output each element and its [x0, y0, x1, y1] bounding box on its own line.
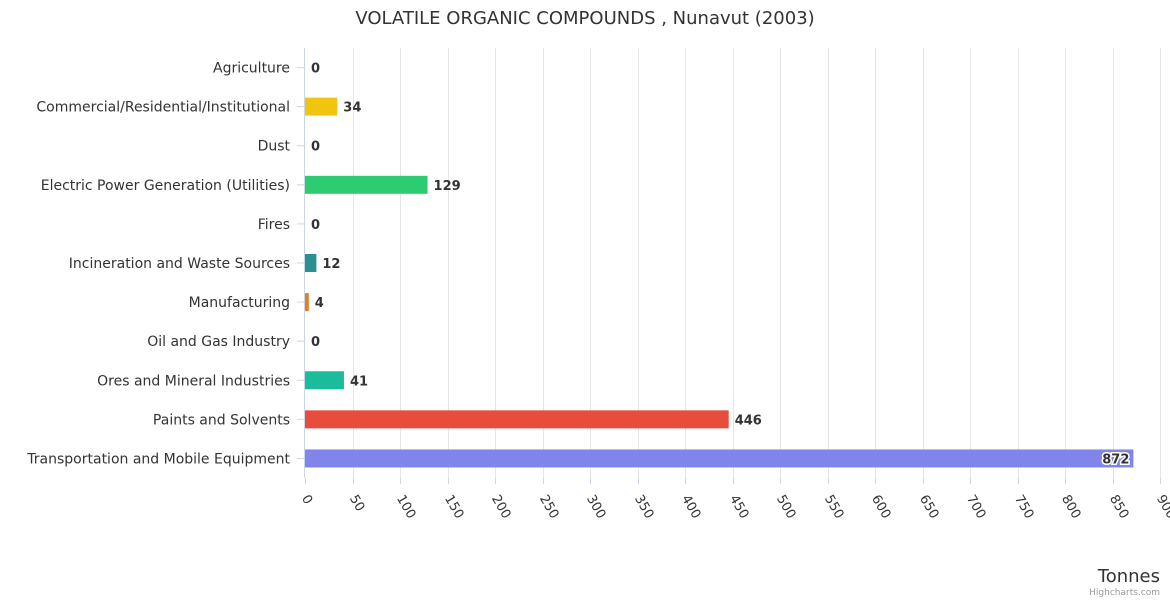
data-label: 34 [343, 101, 361, 116]
data-label: 41 [350, 374, 368, 389]
data-label: 0 [311, 140, 320, 155]
x-tick-label: 400 [678, 493, 703, 522]
x-tick-label: 100 [393, 493, 418, 522]
y-axis-categories: Agriculture Commercial/Residential/Instit… [26, 61, 305, 467]
bar[interactable] [305, 97, 338, 116]
x-tick-label: 500 [773, 493, 798, 522]
grid-lines [353, 48, 1161, 478]
data-label: 0 [311, 335, 320, 350]
category-label: Manufacturing [189, 295, 290, 311]
category-label: Commercial/Residential/Institutional [36, 100, 290, 116]
x-axis-title: Tonnes [1097, 566, 1160, 587]
category-label: Oil and Gas Industry [147, 334, 290, 350]
category-label: Ores and Mineral Industries [97, 373, 290, 389]
category-label: Paints and Solvents [153, 412, 290, 428]
data-label: 12 [322, 257, 340, 272]
x-tick-label: 650 [916, 493, 941, 522]
bar[interactable] [305, 254, 317, 272]
x-tick-label: 600 [868, 493, 893, 522]
bars [305, 97, 1134, 468]
data-label: 0 [311, 62, 320, 77]
x-tick-label: 250 [536, 493, 561, 522]
chart-title: VOLATILE ORGANIC COMPOUNDS , Nunavut (20… [355, 8, 814, 29]
x-tick-label: 900 [1153, 493, 1170, 522]
x-tick-label: 800 [1058, 493, 1083, 522]
bar[interactable] [305, 449, 1134, 468]
bar[interactable] [305, 410, 729, 429]
category-label: Incineration and Waste Sources [69, 256, 290, 272]
bar[interactable] [305, 371, 344, 390]
category-label: Electric Power Generation (Utilities) [41, 178, 290, 194]
x-tick-label: 350 [631, 493, 656, 522]
data-label: 4 [315, 296, 324, 311]
data-label: 0 [311, 218, 320, 233]
x-tick-label: 300 [583, 493, 608, 522]
category-label: Dust [258, 139, 291, 155]
x-tick-label: 750 [1011, 493, 1036, 522]
category-label: Transportation and Mobile Equipment [26, 451, 290, 467]
data-label: 446 [735, 413, 762, 428]
bar[interactable] [305, 293, 309, 312]
data-label: 872 [1102, 452, 1129, 467]
x-tick-label: 0 [298, 493, 315, 508]
x-tick-label: 200 [488, 493, 513, 522]
bar[interactable] [305, 175, 428, 194]
x-tick-label: 850 [1106, 493, 1131, 522]
category-label: Agriculture [213, 61, 290, 77]
x-tick-label: 50 [346, 493, 367, 515]
category-label: Fires [258, 217, 290, 233]
x-tick-label: 450 [726, 493, 751, 522]
credits[interactable]: Highcharts.com [1089, 588, 1160, 598]
x-tick-label: 550 [821, 493, 846, 522]
data-labels: 0 34 0 129 0 12 4 0 41 446 872 [311, 62, 1131, 469]
x-tick-label: 150 [441, 493, 466, 522]
data-label: 129 [434, 179, 461, 194]
x-tick-label: 700 [963, 493, 988, 522]
x-axis-ticks: 0 50 100 150 200 250 300 350 400 450 500 550 600 650 7… [298, 478, 1170, 522]
